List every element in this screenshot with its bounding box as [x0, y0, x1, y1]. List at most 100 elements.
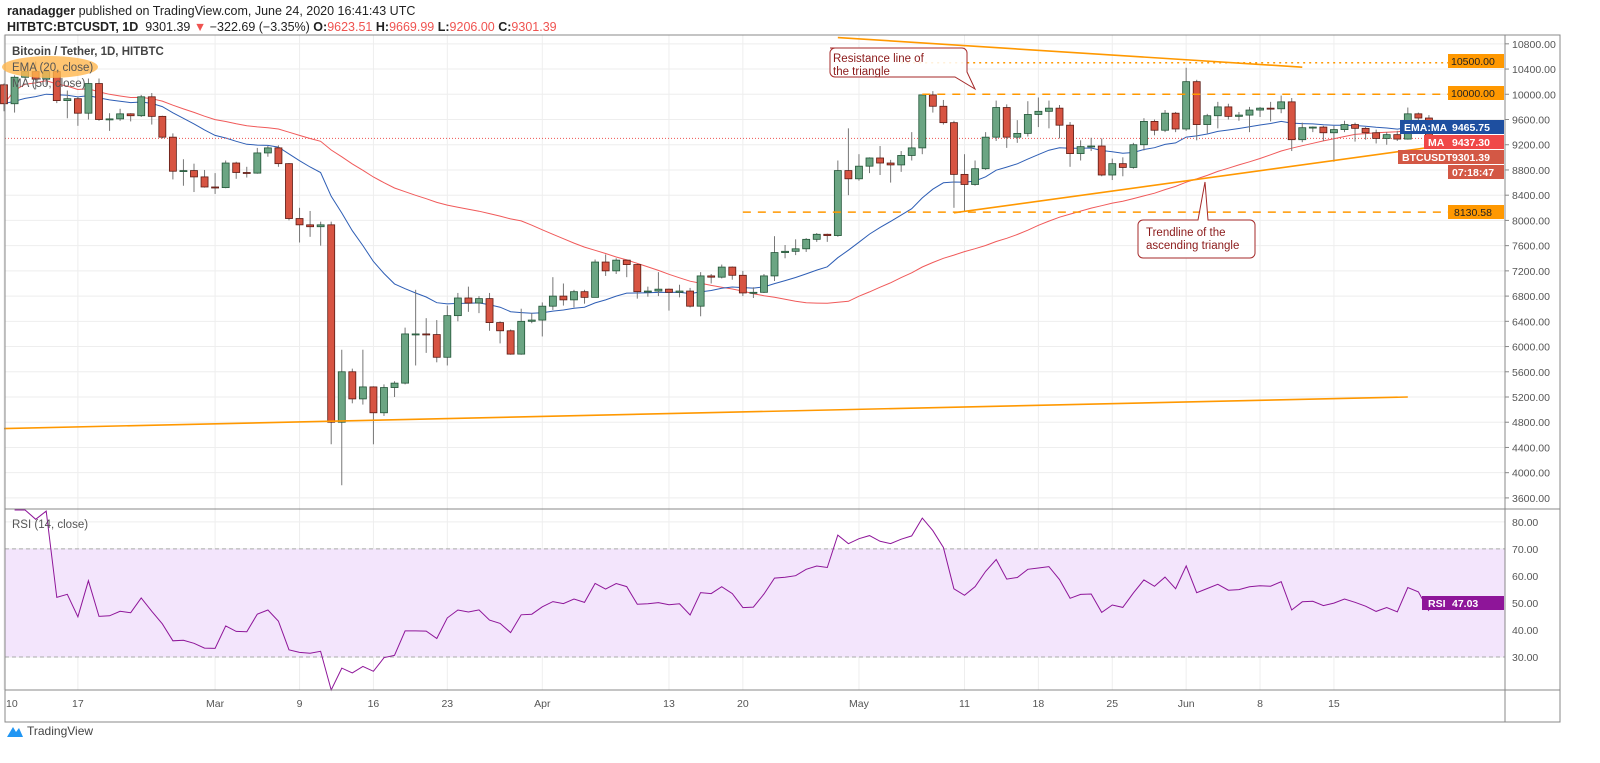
candle-up[interactable]	[570, 291, 578, 301]
candle-up[interactable]	[548, 295, 557, 307]
candle-down[interactable]	[939, 105, 948, 124]
candle-down[interactable]	[232, 162, 241, 173]
candle-up[interactable]	[1213, 106, 1222, 117]
candle-down[interactable]	[147, 96, 156, 117]
candle-up[interactable]	[612, 259, 621, 272]
candle-up[interactable]	[1256, 107, 1264, 111]
candle-up[interactable]	[84, 83, 93, 114]
candle-down[interactable]	[1171, 112, 1180, 130]
candle-down[interactable]	[327, 224, 336, 423]
candle-up[interactable]	[137, 96, 146, 117]
candle-up[interactable]	[981, 136, 990, 170]
candle-up[interactable]	[443, 315, 452, 358]
long-support-line[interactable]	[3, 396, 1408, 430]
candle-down[interactable]	[1414, 113, 1423, 119]
candle-up[interactable]	[1108, 163, 1117, 176]
candle-down[interactable]	[1224, 106, 1233, 117]
candle-down[interactable]	[126, 113, 135, 117]
candle-up[interactable]	[1140, 121, 1148, 146]
candle-down[interactable]	[559, 295, 568, 301]
author-name[interactable]: ranadagger	[7, 4, 76, 18]
candle-up[interactable]	[1330, 129, 1338, 134]
legend-ema[interactable]: EMA (20, close)	[12, 62, 93, 74]
candle-up[interactable]	[358, 386, 367, 400]
candle-up[interactable]	[390, 382, 399, 388]
candle-up[interactable]	[812, 233, 821, 240]
legend-ma[interactable]: MA (50, close)	[12, 78, 86, 90]
candle-down[interactable]	[823, 233, 832, 236]
candle-up[interactable]	[897, 155, 906, 166]
candle-down[interactable]	[580, 291, 589, 298]
candle-up[interactable]	[696, 275, 705, 307]
candle-down[interactable]	[200, 176, 209, 188]
candle-up[interactable]	[749, 291, 758, 294]
candle-up[interactable]	[1308, 126, 1317, 129]
candle-down[interactable]	[1150, 121, 1159, 131]
candle-down[interactable]	[1266, 107, 1275, 110]
candle-down[interactable]	[496, 322, 504, 332]
candle-down[interactable]	[0, 84, 8, 105]
candle-up[interactable]	[453, 297, 462, 317]
candle-down[interactable]	[464, 297, 473, 304]
candle-down[interactable]	[1002, 107, 1011, 138]
tradingview-logo[interactable]: TradingView	[6, 724, 93, 738]
candle-up[interactable]	[918, 94, 927, 149]
candle-down[interactable]	[960, 173, 969, 185]
candle-down[interactable]	[348, 371, 357, 400]
candle-down[interactable]	[928, 94, 937, 107]
candle-down[interactable]	[1097, 145, 1106, 176]
trendline-callout[interactable]: Trendline of the ascending triangle	[1137, 181, 1256, 259]
candle-down[interactable]	[665, 288, 673, 293]
candle-up[interactable]	[1245, 109, 1254, 116]
candle-up[interactable]	[833, 170, 842, 236]
candle-down[interactable]	[242, 172, 251, 174]
candle-down[interactable]	[1393, 134, 1402, 140]
candle-up[interactable]	[855, 165, 863, 180]
candle-up[interactable]	[380, 387, 388, 414]
candle-down[interactable]	[844, 170, 853, 180]
candle-down[interactable]	[1287, 101, 1296, 141]
candle-down[interactable]	[707, 275, 716, 278]
candle-down[interactable]	[1361, 127, 1370, 134]
candle-down[interactable]	[633, 264, 642, 293]
candle-down[interactable]	[158, 115, 167, 138]
candle-up[interactable]	[1203, 115, 1212, 125]
candle-down[interactable]	[432, 334, 441, 358]
candle-up[interactable]	[401, 333, 409, 384]
candle-down[interactable]	[1372, 132, 1381, 139]
candle-down[interactable]	[728, 266, 737, 276]
candle-up[interactable]	[337, 371, 346, 423]
candle-up[interactable]	[791, 248, 800, 252]
candle-up[interactable]	[781, 250, 789, 253]
candle-up[interactable]	[1161, 112, 1169, 131]
candle-down[interactable]	[622, 259, 631, 265]
candle-up[interactable]	[1034, 110, 1043, 115]
candle-up[interactable]	[971, 168, 979, 185]
candle-up[interactable]	[1013, 132, 1022, 138]
candle-up[interactable]	[1277, 101, 1286, 110]
candle-down[interactable]	[73, 98, 82, 114]
legend-rsi[interactable]: RSI (14, close)	[12, 519, 88, 531]
candle-up[interactable]	[63, 98, 72, 101]
candle-up[interactable]	[907, 147, 916, 156]
candle-down[interactable]	[285, 163, 293, 219]
candle-up[interactable]	[643, 290, 652, 293]
candle-up[interactable]	[475, 298, 483, 304]
candle-up[interactable]	[263, 147, 272, 154]
candle-up[interactable]	[717, 266, 726, 278]
candle-up[interactable]	[517, 320, 526, 355]
descending-resistance-line[interactable]	[837, 36, 1303, 68]
candle-up[interactable]	[1382, 134, 1391, 139]
candle-up[interactable]	[1023, 114, 1032, 134]
candle-down[interactable]	[601, 261, 610, 272]
candle-up[interactable]	[538, 305, 547, 321]
candle-down[interactable]	[1118, 163, 1127, 168]
candle-down[interactable]	[1319, 126, 1328, 134]
candle-down[interactable]	[306, 224, 314, 228]
candle-up[interactable]	[992, 107, 1001, 138]
candle-down[interactable]	[369, 386, 378, 414]
candle-down[interactable]	[485, 298, 494, 323]
ascending-trendline-line[interactable]	[953, 145, 1440, 214]
candle-down[interactable]	[950, 122, 958, 175]
